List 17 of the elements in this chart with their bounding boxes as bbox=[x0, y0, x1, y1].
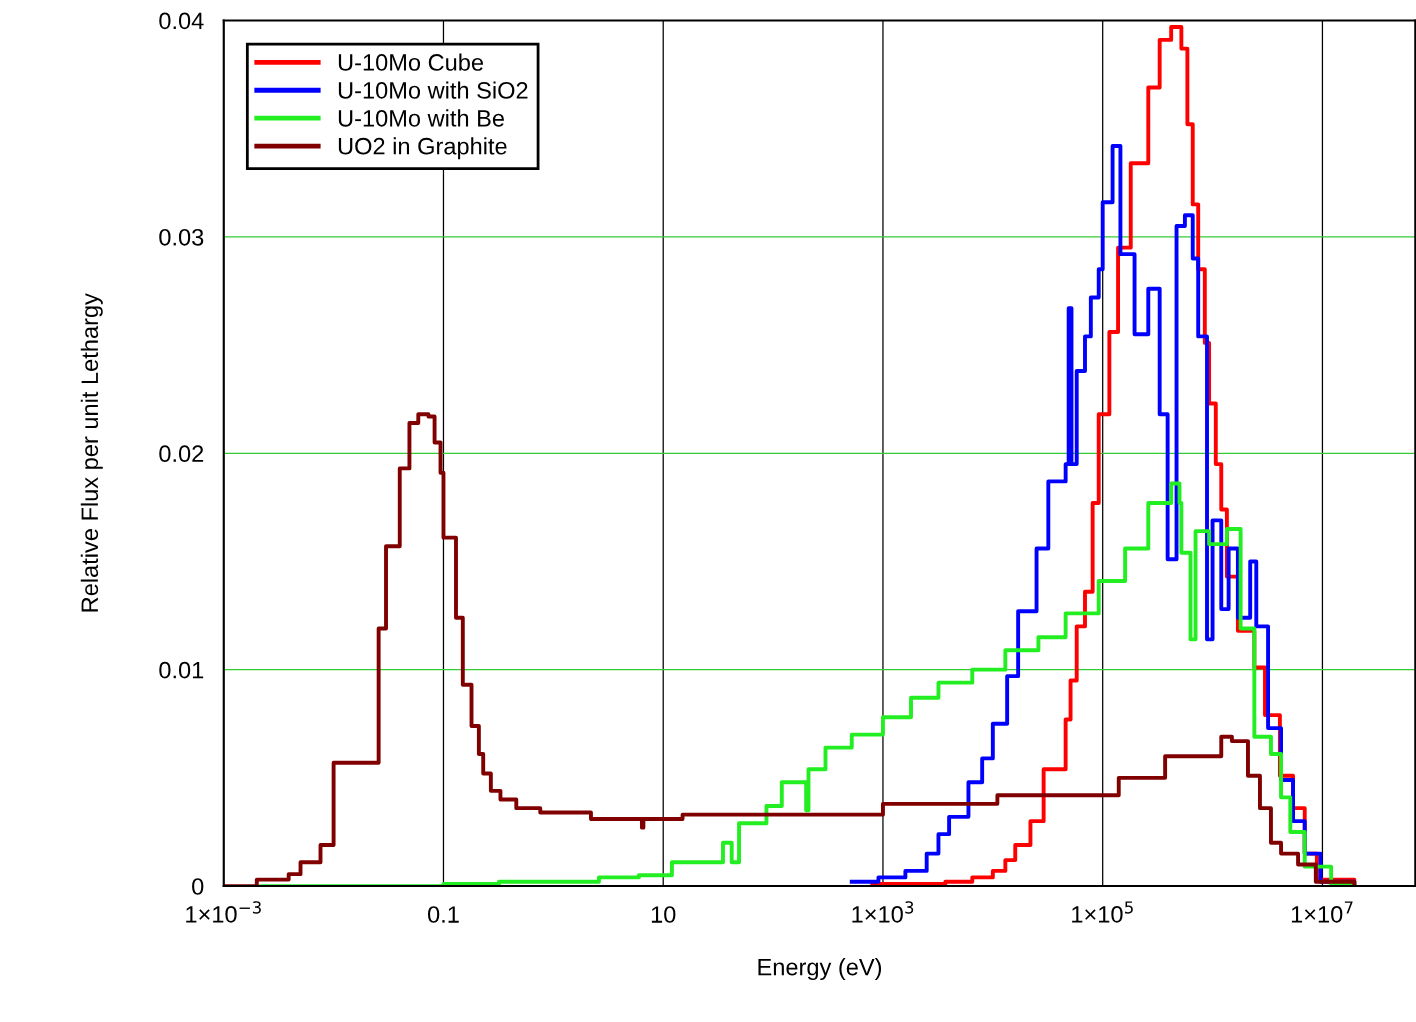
y-tick-label: 0 bbox=[192, 878, 204, 895]
y-tick-label: 0.03 bbox=[159, 228, 204, 246]
x-tick-label: 1×10$^{7}$ bbox=[1291, 901, 1353, 923]
y-tick-label: 0.04 bbox=[159, 12, 204, 30]
x-tick-label: 1×10$^{−3}$ bbox=[186, 901, 261, 923]
y-tick-label: 0.01 bbox=[159, 661, 204, 679]
y-tick-label: 0.02 bbox=[159, 445, 204, 463]
x-tick-label: 1×10$^{5}$ bbox=[1072, 901, 1133, 923]
y-axis-title: Relative Flux per unit Lethargy bbox=[80, 293, 103, 612]
legend-label: U-10Mo Cube bbox=[338, 53, 483, 71]
x-tick-label: 10 bbox=[651, 906, 676, 923]
legend-label: UO2 in Graphite bbox=[338, 137, 507, 160]
x-tick-label: 0.1 bbox=[427, 906, 459, 923]
x-tick-label: 1×10$^{3}$ bbox=[852, 901, 914, 923]
x-axis-title: Energy (eV) bbox=[758, 958, 882, 981]
legend-label: U-10Mo with SiO2 bbox=[338, 81, 528, 99]
legend-label: U-10Mo with Be bbox=[338, 109, 504, 127]
